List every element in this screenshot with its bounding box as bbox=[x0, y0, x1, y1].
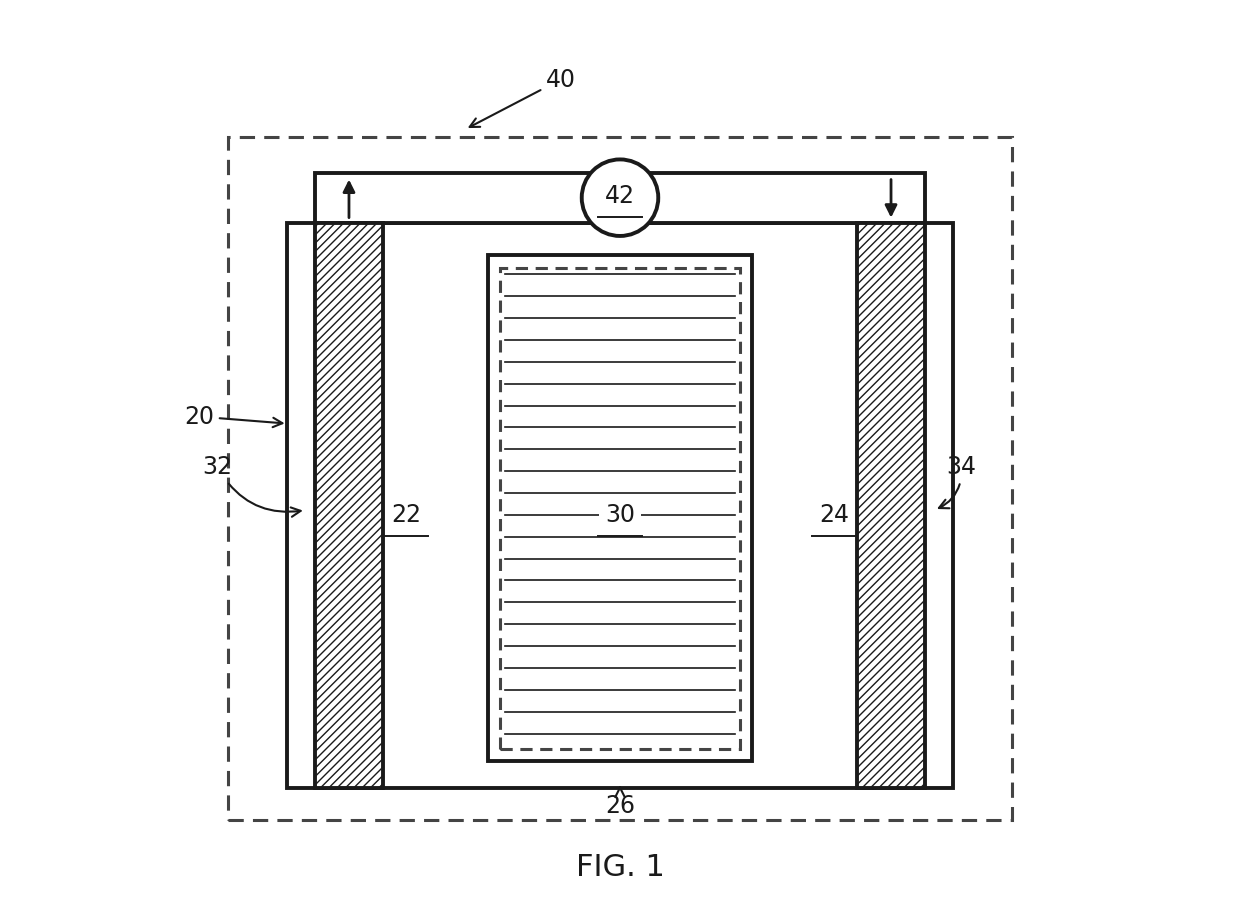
Text: 30: 30 bbox=[605, 503, 635, 527]
Text: 34: 34 bbox=[939, 455, 977, 508]
Bar bbox=[288, 223, 952, 788]
Text: 20: 20 bbox=[184, 404, 283, 428]
Bar bbox=[857, 223, 925, 788]
Circle shape bbox=[582, 159, 658, 236]
Bar bbox=[315, 173, 925, 223]
Bar bbox=[315, 223, 383, 788]
Text: 32: 32 bbox=[202, 455, 300, 517]
Bar bbox=[228, 137, 1012, 820]
Text: 26: 26 bbox=[605, 787, 635, 817]
Text: 40: 40 bbox=[470, 67, 575, 127]
Bar bbox=[500, 268, 740, 749]
Bar bbox=[487, 255, 753, 761]
Text: FIG. 1: FIG. 1 bbox=[575, 853, 665, 882]
Text: 42: 42 bbox=[605, 184, 635, 208]
Text: 24: 24 bbox=[820, 503, 849, 527]
Text: 22: 22 bbox=[391, 503, 420, 527]
